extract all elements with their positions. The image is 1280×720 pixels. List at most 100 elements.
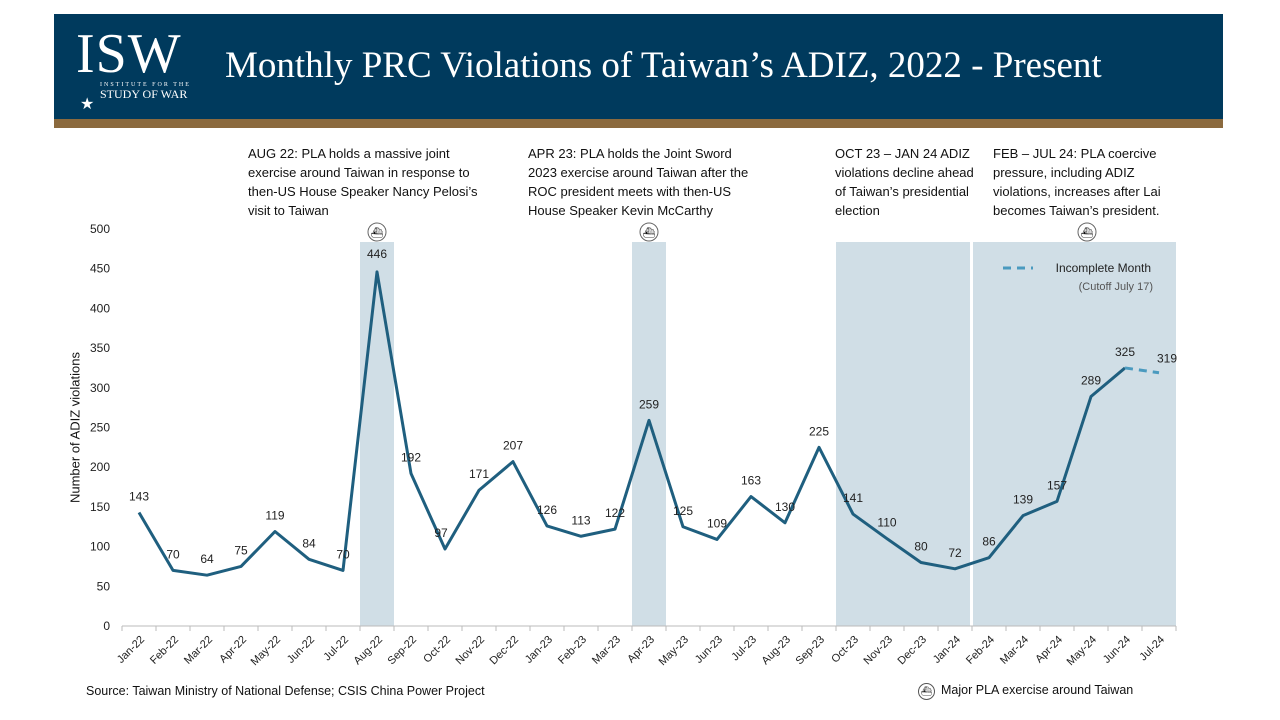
y-tick-label: 150: [90, 500, 110, 514]
annotation-apr23: APR 23: PLA holds the Joint Sword 2023 e…: [528, 146, 749, 218]
x-tick-label: May-23: [657, 634, 691, 668]
data-label: 125: [673, 504, 693, 518]
exercise-legend-label: Major PLA exercise around Taiwan: [941, 683, 1134, 697]
x-tick-label: May-22: [249, 634, 283, 668]
data-label: 109: [707, 516, 727, 530]
x-tick-label: Dec-22: [488, 634, 522, 668]
x-tick-label: Aug-23: [760, 634, 794, 668]
ship-icon: ⛴: [1081, 227, 1094, 239]
data-label: 319: [1157, 352, 1177, 366]
data-label: 192: [401, 451, 421, 465]
x-tick-label: Dec-23: [896, 634, 930, 668]
y-tick-label: 100: [90, 540, 110, 554]
exercise-legend: ⛴ Major PLA exercise around Taiwan: [918, 683, 1133, 700]
exercise-marker-icon: [639, 222, 659, 242]
data-label: 122: [605, 506, 625, 520]
y-axis-label: Number of ADIZ violations: [67, 352, 83, 504]
y-tick-label: 300: [90, 381, 110, 395]
x-tick-label: Apr-22: [217, 634, 249, 666]
annotation-oct23-jan24: OCT 23 – JAN 24 ADIZ violations decline …: [835, 146, 974, 218]
ship-icon: ⛴: [371, 227, 384, 239]
data-label: 130: [775, 500, 795, 514]
data-label: 64: [200, 552, 214, 566]
x-tick-label: Jun-22: [285, 634, 317, 666]
x-tick-label: Jul-22: [321, 634, 351, 664]
x-tick-label: Jun-23: [693, 634, 725, 666]
data-label: 141: [843, 491, 863, 505]
source-note: Source: Taiwan Ministry of National Defe…: [86, 684, 485, 698]
x-tick-label: Oct-22: [421, 634, 453, 666]
data-label: 80: [914, 539, 928, 553]
x-tick-label: Apr-24: [1033, 634, 1065, 666]
shaded-period: [360, 242, 394, 626]
y-tick-label: 50: [97, 579, 111, 593]
data-label: 72: [948, 546, 962, 560]
x-tick-label: Mar-23: [590, 634, 623, 667]
x-tick-label: Apr-23: [625, 634, 657, 666]
annotation-feb-jul24: FEB – JUL 24: PLA coercive pressure, inc…: [993, 146, 1161, 218]
data-label: 75: [234, 543, 248, 557]
data-label: 143: [129, 489, 149, 503]
y-tick-label: 500: [90, 222, 110, 236]
shaded-period: [973, 242, 1176, 626]
data-label: 97: [434, 526, 448, 540]
data-label: 207: [503, 439, 523, 453]
series-line-incomplete: [1124, 366, 1160, 375]
y-tick-label: 0: [103, 619, 110, 633]
x-tick-label: Jan-24: [931, 634, 963, 666]
x-tick-label: Jan-22: [115, 634, 147, 666]
y-tick-label: 450: [90, 262, 110, 276]
data-label: 163: [741, 474, 761, 488]
page-title: Monthly PRC Violations of Taiwan’s ADIZ,…: [225, 45, 1102, 86]
x-tick-label: Sep-22: [386, 634, 420, 668]
data-label: 225: [809, 424, 829, 438]
annotation-aug22: AUG 22: PLA holds a massive joint exerci…: [248, 146, 478, 218]
x-tick-label: May-24: [1065, 634, 1099, 668]
ship-icon: ⛴: [918, 683, 935, 700]
data-label: 157: [1047, 478, 1067, 492]
series-line: [137, 270, 1126, 577]
ship-icon: ⛴: [643, 227, 656, 239]
x-tick-label: Sep-23: [794, 634, 828, 668]
shaded-period: [632, 242, 666, 626]
y-tick-label: 200: [90, 460, 110, 474]
data-label: 70: [166, 547, 180, 561]
x-tick-label: Feb-24: [964, 634, 997, 667]
x-tick-label: Nov-23: [862, 634, 896, 668]
x-tick-label: Feb-23: [556, 634, 589, 667]
data-label: 110: [877, 516, 896, 530]
y-tick-label: 400: [90, 301, 110, 315]
data-label: 113: [571, 513, 590, 527]
data-label: 70: [336, 547, 350, 561]
star-icon: ★: [80, 96, 95, 113]
x-tick-label: Jan-23: [523, 634, 555, 666]
x-tick-label: Jul-24: [1137, 634, 1167, 664]
data-label: 171: [469, 467, 489, 481]
x-tick-label: Aug-22: [352, 634, 386, 668]
x-tick-label: Jul-23: [729, 634, 759, 664]
data-label: 259: [639, 397, 659, 411]
x-tick-label: Oct-23: [829, 634, 861, 666]
x-tick-label: Mar-24: [998, 634, 1031, 667]
header-banner: ISW INSTITUTE FOR THE STUDY OF WAR ★ Mon…: [54, 14, 1223, 119]
y-tick-label: 350: [90, 341, 110, 355]
data-label: 289: [1081, 374, 1101, 388]
exercise-marker-icon: [367, 222, 387, 242]
data-label: 86: [982, 535, 996, 549]
data-label: 139: [1013, 493, 1033, 507]
data-label: 325: [1115, 345, 1135, 359]
x-tick-label: Jun-24: [1101, 634, 1133, 666]
exercise-marker-icon: [1077, 222, 1097, 242]
x-tick-label: Mar-22: [182, 634, 215, 667]
data-label: 126: [537, 503, 557, 517]
x-tick-label: Nov-22: [454, 634, 488, 668]
x-tick-label: Feb-22: [148, 634, 181, 667]
legend-label: Incomplete Month: [1056, 261, 1151, 275]
y-tick-label: 250: [90, 421, 110, 435]
data-label: 446: [367, 247, 387, 261]
isw-logo: ISW INSTITUTE FOR THE STUDY OF WAR ★: [76, 23, 191, 113]
data-label: 119: [265, 509, 284, 523]
data-label: 84: [302, 536, 316, 550]
header-divider: [54, 119, 1223, 128]
